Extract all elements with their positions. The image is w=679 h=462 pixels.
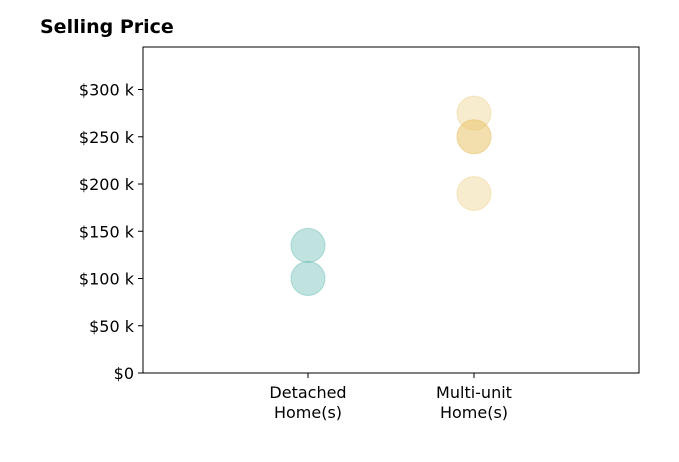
y-tick-label: $200 k [79, 175, 135, 194]
chart-title: Selling Price [40, 16, 174, 38]
data-point [290, 261, 326, 297]
data-point [456, 175, 492, 211]
data-point [456, 119, 492, 155]
x-tick-label: Detached Home(s) [269, 383, 346, 422]
x-tick-label: Multi-unit Home(s) [436, 383, 512, 422]
y-tick-label: $250 k [79, 128, 135, 147]
y-tick-label: $100 k [79, 270, 135, 289]
y-tick-label: $150 k [79, 222, 135, 241]
data-point [290, 227, 326, 263]
y-tick-label: $50 k [89, 317, 135, 336]
y-axis: $0 $50 k $100 k $150 k $200 k $250 k $300 k [79, 81, 143, 383]
data-points [290, 95, 492, 297]
x-axis: Detached Home(s) Multi-unit Home(s) [269, 373, 512, 422]
data-point [456, 95, 492, 131]
y-tick-label: $300 k [79, 81, 135, 100]
y-tick-label: $0 [114, 364, 134, 383]
data-point [456, 119, 492, 155]
plot-frame [142, 46, 640, 374]
